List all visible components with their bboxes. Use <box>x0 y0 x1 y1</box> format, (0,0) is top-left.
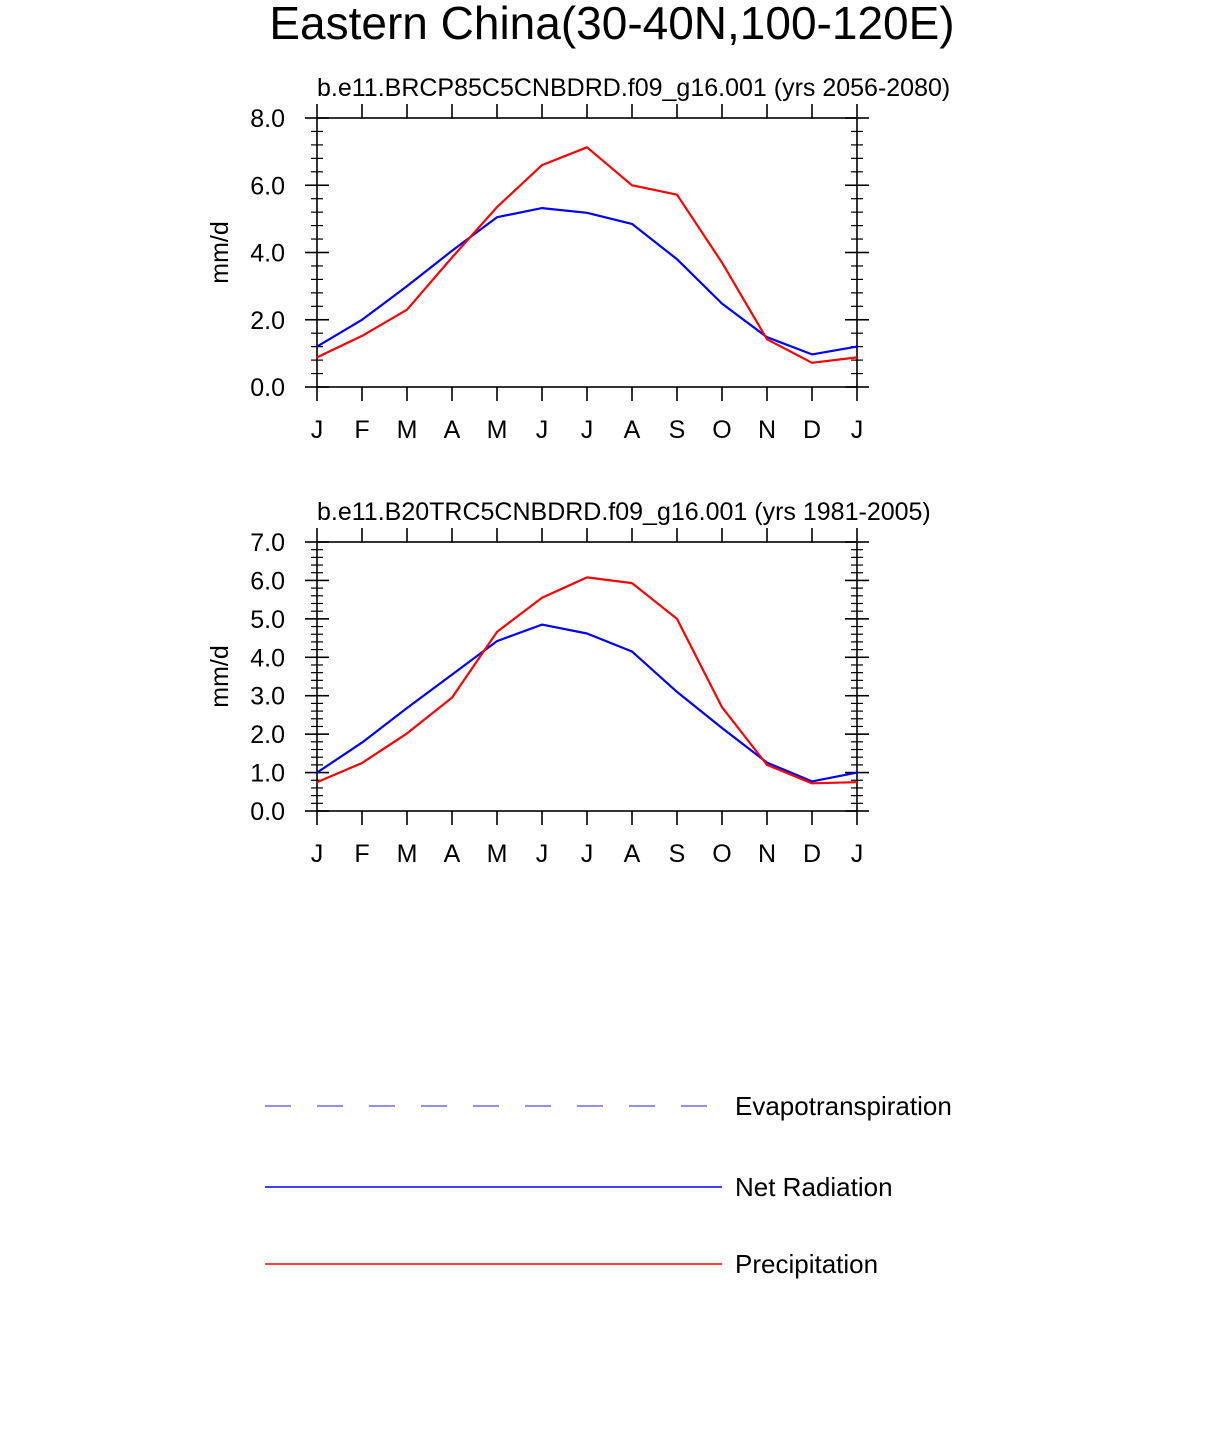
x-tick-label: J <box>311 840 324 868</box>
plot-frame <box>316 117 858 388</box>
legend: Evapotranspiration Net Radiation Precipita… <box>265 1091 952 1279</box>
y-tick-label: 7.0 <box>250 529 285 557</box>
x-tick-label: S <box>669 416 686 444</box>
y-tick-label: 8.0 <box>250 105 285 133</box>
y-tick-label: 2.0 <box>250 307 285 335</box>
x-tick-label: A <box>624 416 641 444</box>
x-tick-label: A <box>444 416 461 444</box>
x-tick-label: J <box>581 840 594 868</box>
figure-title: Eastern China(30-40N,100-120E) <box>269 0 955 49</box>
y-tick-label: 0.0 <box>250 798 285 826</box>
x-tick-label: M <box>487 840 508 868</box>
y-tick-label: 5.0 <box>250 606 285 634</box>
series-line-net-radiation <box>316 207 858 356</box>
series-line-precipitation <box>316 576 858 785</box>
x-tick-label: J <box>311 416 324 444</box>
x-tick-label: J <box>851 840 864 868</box>
chart-panel-historical: b.e11.B20TRC5CNBDRD.f09_g16.001 (yrs 198… <box>206 498 931 868</box>
x-tick-label: D <box>803 416 821 444</box>
x-tick-label: N <box>758 840 776 868</box>
x-tick-label: F <box>354 416 369 444</box>
x-tick-label: J <box>536 416 549 444</box>
y-tick-label: 6.0 <box>250 172 285 200</box>
y-tick-label: 1.0 <box>250 760 285 788</box>
x-tick-label: A <box>624 840 641 868</box>
x-tick-label: D <box>803 840 821 868</box>
x-tick-label: F <box>354 840 369 868</box>
panel-title: b.e11.BRCP85C5CNBDRD.f09_g16.001 (yrs 20… <box>317 74 950 102</box>
series-line-net-radiation <box>316 623 858 783</box>
legend-label: Net Radiation <box>735 1172 893 1202</box>
y-tick-label: 2.0 <box>250 721 285 749</box>
x-tick-label: M <box>397 416 418 444</box>
y-axis-label: mm/d <box>206 645 234 708</box>
panel-title: b.e11.B20TRC5CNBDRD.f09_g16.001 (yrs 198… <box>317 498 931 526</box>
x-tick-label: A <box>444 840 461 868</box>
chart-panel-future: b.e11.BRCP85C5CNBDRD.f09_g16.001 (yrs 20… <box>206 74 950 444</box>
legend-label: Evapotranspiration <box>735 1091 952 1121</box>
y-tick-label: 6.0 <box>250 567 285 595</box>
x-tick-label: S <box>669 840 686 868</box>
x-tick-label: M <box>397 840 418 868</box>
x-tick-label: J <box>581 416 594 444</box>
y-tick-label: 3.0 <box>250 683 285 711</box>
series-line-precipitation <box>316 146 858 364</box>
plot-frame <box>316 541 858 812</box>
x-tick-label: N <box>758 416 776 444</box>
y-tick-label: 4.0 <box>250 644 285 672</box>
x-tick-label: O <box>712 840 731 868</box>
y-tick-label: 0.0 <box>250 374 285 402</box>
x-tick-label: M <box>487 416 508 444</box>
x-tick-label: O <box>712 416 731 444</box>
x-tick-label: J <box>851 416 864 444</box>
y-tick-label: 4.0 <box>250 240 285 268</box>
legend-label: Precipitation <box>735 1249 878 1279</box>
x-tick-label: J <box>536 840 549 868</box>
y-axis-label: mm/d <box>206 221 234 284</box>
